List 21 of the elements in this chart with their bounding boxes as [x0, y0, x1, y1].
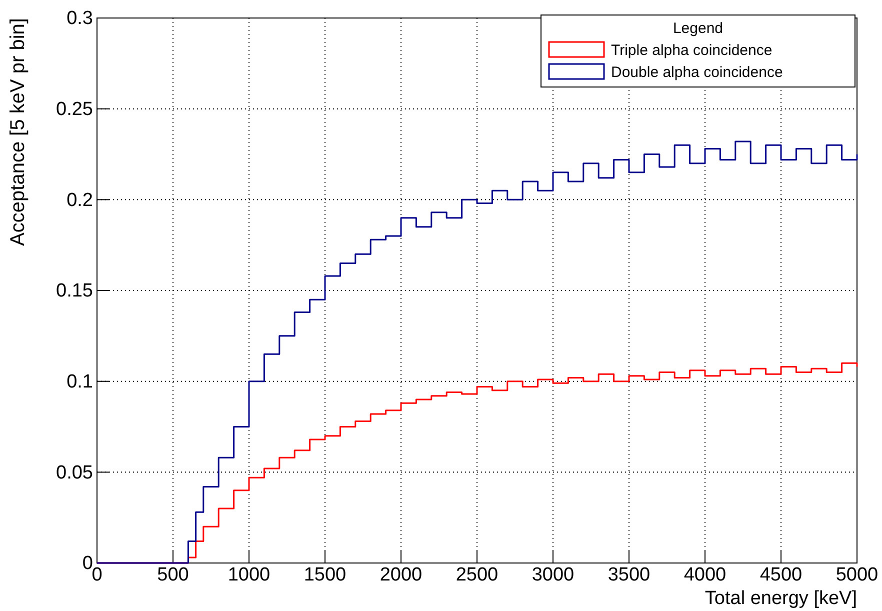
y-tick-label: 0.05 [56, 462, 93, 484]
y-tick-label: 0.2 [66, 190, 93, 211]
y-tick-label: 0.1 [66, 371, 93, 392]
x-tick-label: 1500 [304, 564, 346, 586]
legend-label: Double alpha coincidence [611, 64, 783, 81]
legend-title: Legend [672, 20, 724, 37]
x-tick-label: 3500 [608, 564, 650, 586]
y-tick-label: 0.25 [56, 98, 93, 120]
y-tick-label: 0.15 [56, 280, 93, 302]
x-tick-label: 3000 [532, 564, 574, 586]
x-tick-label: 4500 [760, 564, 802, 586]
x-tick-label: 4000 [684, 564, 726, 586]
x-tick-label: 2000 [380, 564, 422, 586]
x-tick-label: 1000 [228, 564, 270, 586]
legend-label: Triple alpha coincidence [611, 42, 772, 59]
y-tick-label: 0.3 [66, 8, 93, 30]
y-axis-title: Acceptance [5 keV pr bin] [7, 18, 29, 246]
x-tick-label: 5000 [836, 564, 878, 586]
x-axis-title: Total energy [keV] [704, 588, 857, 609]
x-tick-label: 500 [157, 564, 189, 586]
x-tick-label: 2500 [456, 564, 498, 586]
